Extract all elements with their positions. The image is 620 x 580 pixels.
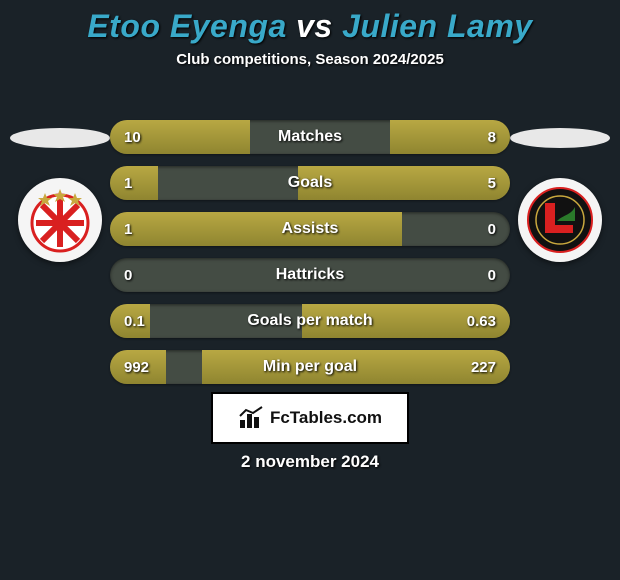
brand-badge: FcTables.com bbox=[211, 392, 409, 444]
stats-bars: 108Matches15Goals10Assists00Hattricks0.1… bbox=[110, 120, 510, 396]
stat-fill-left bbox=[110, 304, 150, 338]
player1-avatar-placeholder bbox=[10, 128, 110, 148]
stat-label: Hattricks bbox=[110, 258, 510, 292]
crest-right-svg bbox=[525, 185, 595, 255]
brand-text: FcTables.com bbox=[270, 408, 382, 428]
stat-row: 108Matches bbox=[110, 120, 510, 154]
stat-fill-left bbox=[110, 212, 402, 246]
stat-fill-right bbox=[390, 120, 510, 154]
player2-club-crest-icon bbox=[518, 178, 602, 262]
stat-fill-right bbox=[302, 304, 510, 338]
subtitle: Club competitions, Season 2024/2025 bbox=[0, 51, 620, 68]
title-player2: Julien Lamy bbox=[342, 8, 532, 44]
stat-fill-left bbox=[110, 166, 158, 200]
stat-fill-left bbox=[110, 120, 250, 154]
infographic: Etoo Eyenga vs Julien Lamy Club competit… bbox=[0, 0, 620, 580]
stat-row: 15Goals bbox=[110, 166, 510, 200]
player2-avatar-placeholder bbox=[510, 128, 610, 148]
stat-row: 992227Min per goal bbox=[110, 350, 510, 384]
player1-club-crest-icon bbox=[18, 178, 102, 262]
crest-left-svg bbox=[25, 185, 95, 255]
stat-fill-left bbox=[110, 350, 166, 384]
stat-row: 10Assists bbox=[110, 212, 510, 246]
stat-row: 0.10.63Goals per match bbox=[110, 304, 510, 338]
title-player1: Etoo Eyenga bbox=[87, 8, 286, 44]
stat-value-right: 0 bbox=[488, 258, 496, 292]
stat-row: 0 0Hattricks bbox=[110, 258, 510, 292]
stat-value-right: 0 bbox=[488, 212, 496, 246]
page-title: Etoo Eyenga vs Julien Lamy bbox=[0, 0, 620, 45]
generated-date: 2 november 2024 bbox=[0, 452, 620, 472]
stat-fill-right bbox=[298, 166, 510, 200]
stat-fill-right bbox=[202, 350, 510, 384]
stat-value-left: 0 bbox=[124, 258, 132, 292]
brand-chart-icon bbox=[238, 406, 266, 430]
title-vs: vs bbox=[296, 8, 333, 44]
